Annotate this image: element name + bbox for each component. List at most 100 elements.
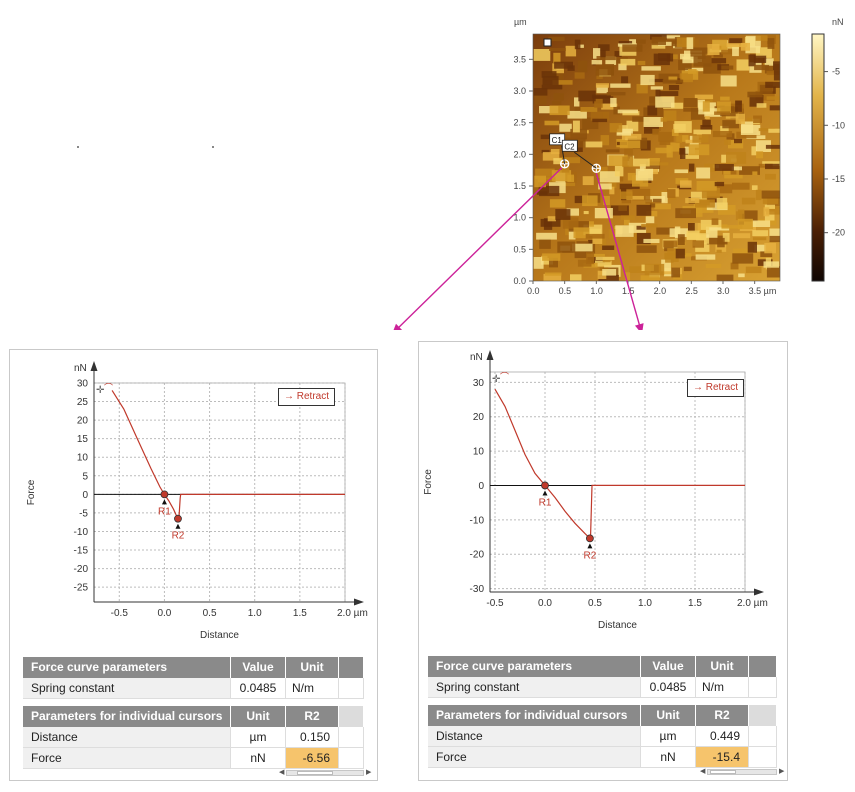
cursor-point-r2 — [174, 514, 182, 523]
afm-grain — [535, 168, 555, 180]
afm-grain — [574, 247, 591, 259]
afm-grain — [716, 184, 733, 194]
afm-grain — [643, 117, 663, 127]
afm-grain — [745, 35, 761, 48]
afm-grain — [636, 83, 648, 94]
afm-grain — [721, 225, 743, 229]
afm-grain — [658, 53, 671, 61]
afm-frame — [532, 33, 781, 282]
scroll-left-icon[interactable]: ◀ — [279, 769, 285, 776]
afm-grain — [554, 61, 573, 69]
afm-grain — [659, 140, 671, 145]
scrollbar-thumb[interactable] — [710, 770, 736, 774]
afm-grain — [763, 207, 770, 217]
afm-grain — [627, 172, 636, 181]
row-spacer — [749, 747, 777, 768]
afm-grain — [766, 96, 780, 100]
arrowhead-icon — [393, 323, 403, 330]
afm-grain — [615, 225, 634, 237]
scrollbar-thumb[interactable] — [297, 771, 333, 775]
afm-grain — [763, 261, 779, 268]
afm-grain — [559, 157, 580, 164]
afm-grain — [745, 266, 762, 274]
afm-grain — [694, 222, 701, 232]
afm-grain — [736, 59, 750, 71]
afm-grain — [690, 191, 707, 201]
horizontal-scrollbar[interactable] — [707, 769, 777, 775]
x-tick-label: 1.0 — [638, 598, 652, 609]
afm-x-tick-label: 2.0 — [654, 286, 667, 296]
afm-grain — [655, 88, 661, 101]
afm-grain — [695, 199, 715, 208]
afm-grain — [599, 171, 620, 183]
afm-grain — [682, 56, 698, 64]
afm-grain — [748, 54, 756, 67]
y-unit-label: nN — [74, 363, 87, 374]
afm-grain — [602, 245, 615, 250]
afm-image-figure: 0.0 0.5 1.0 1.5 2.0 2.5 3.0 3.5 0.0 0.5 1.0 1.5 2.0 2… — [393, 17, 845, 330]
afm-grain — [617, 109, 638, 114]
scroll-right-icon[interactable]: ▶ — [366, 769, 372, 776]
afm-grain — [696, 181, 717, 191]
afm-grain — [600, 50, 606, 58]
afm-grain — [587, 253, 605, 260]
afm-grain — [661, 35, 681, 39]
afm-grain — [709, 227, 730, 231]
afm-y-tick-label: 3.5 — [513, 54, 526, 64]
afm-grain — [598, 44, 610, 51]
afm-grain — [714, 111, 731, 115]
afm-grain — [758, 128, 775, 132]
afm-grain — [735, 113, 745, 124]
afm-grain — [773, 61, 780, 70]
afm-grain — [598, 274, 619, 281]
afm-grain — [549, 105, 570, 116]
afm-grain — [607, 66, 614, 75]
cursor-param-unit: nN — [641, 747, 696, 768]
cursor-param-value-highlighted[interactable]: -6.56 — [286, 748, 339, 769]
cursor-pointer-icon — [175, 523, 181, 529]
y-tick-label: -10 — [470, 515, 485, 526]
afm-grain — [608, 57, 628, 64]
afm-grain — [705, 226, 718, 238]
afm-grain — [582, 176, 594, 186]
x-tick-label: 2.0 µm — [337, 608, 368, 619]
cursor-pointer-icon — [542, 490, 548, 496]
afm-grain — [549, 257, 558, 268]
afm-grain — [737, 218, 753, 230]
afm-grain — [661, 259, 671, 272]
afm-grain — [629, 266, 647, 273]
afm-grain — [765, 173, 776, 180]
afm-grain — [551, 170, 572, 182]
afm-grain — [636, 232, 651, 245]
afm-grain — [603, 195, 610, 206]
afm-grain — [765, 144, 780, 149]
horizontal-scrollbar[interactable] — [286, 770, 364, 776]
afm-grain — [600, 135, 610, 146]
afm-grain — [595, 83, 610, 88]
afm-grain — [652, 198, 662, 203]
y-tick-label: -10 — [74, 527, 89, 538]
afm-grain — [749, 94, 764, 107]
afm-grain — [732, 46, 739, 57]
afm-grain — [597, 270, 607, 279]
afm-grain — [570, 274, 582, 281]
afm-grain — [683, 98, 698, 107]
afm-grain — [620, 215, 635, 220]
afm-grain — [658, 131, 674, 142]
afm-grain — [620, 191, 633, 200]
y-tick-label: 5 — [82, 471, 88, 482]
cursor-param-name: Distance — [428, 726, 641, 747]
afm-grain — [722, 120, 739, 129]
afm-grain — [716, 197, 728, 210]
table-header-row: Parameters for individual cursors Unit R… — [428, 705, 777, 726]
afm-grain — [567, 174, 574, 182]
plot-frame — [93, 382, 346, 603]
cursor-param-value-highlighted[interactable]: -15.4 — [696, 747, 749, 768]
scroll-left-icon[interactable]: ◀ — [700, 768, 706, 775]
afm-grain — [602, 269, 617, 276]
afm-grain — [755, 189, 762, 201]
header-force-curve-parameters: Force curve parameters — [428, 656, 641, 677]
x-tick-label: 0.5 — [203, 608, 217, 619]
afm-grain — [608, 155, 628, 166]
scroll-right-icon[interactable]: ▶ — [779, 768, 785, 775]
